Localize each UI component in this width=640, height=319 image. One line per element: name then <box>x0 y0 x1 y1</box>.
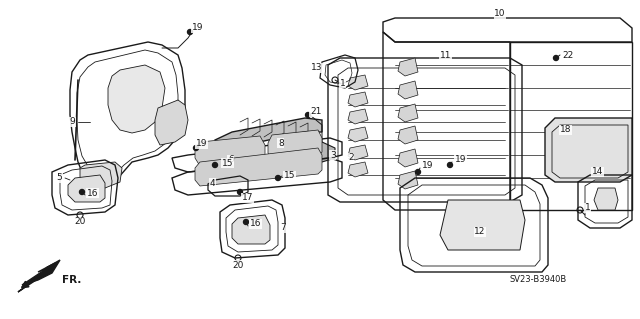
Polygon shape <box>300 142 335 162</box>
Text: 20: 20 <box>74 218 86 226</box>
Polygon shape <box>398 104 418 122</box>
Text: 15: 15 <box>284 172 296 181</box>
Text: SV23-B3940B: SV23-B3940B <box>509 276 566 285</box>
Text: 1: 1 <box>340 78 346 87</box>
Circle shape <box>305 113 310 117</box>
Circle shape <box>212 162 218 167</box>
Circle shape <box>188 29 193 34</box>
Text: 12: 12 <box>474 227 486 236</box>
Polygon shape <box>268 130 322 160</box>
Text: 19: 19 <box>196 139 207 149</box>
Polygon shape <box>398 58 418 76</box>
Polygon shape <box>348 109 368 124</box>
Polygon shape <box>215 118 322 148</box>
Circle shape <box>193 145 198 151</box>
Text: 6: 6 <box>228 155 234 165</box>
Polygon shape <box>348 92 368 107</box>
Text: 3: 3 <box>330 151 336 160</box>
Text: 8: 8 <box>278 138 284 147</box>
Circle shape <box>237 189 243 195</box>
Polygon shape <box>232 215 270 244</box>
Text: 22: 22 <box>562 50 573 60</box>
Polygon shape <box>594 188 618 210</box>
Text: 16: 16 <box>87 189 99 197</box>
Text: 15: 15 <box>222 159 234 167</box>
Text: 5: 5 <box>56 174 62 182</box>
Text: 19: 19 <box>192 24 204 33</box>
Polygon shape <box>440 200 525 250</box>
Text: 18: 18 <box>560 125 572 135</box>
Circle shape <box>243 219 248 225</box>
Polygon shape <box>545 118 632 182</box>
Text: 20: 20 <box>232 261 244 270</box>
Text: 13: 13 <box>310 63 322 72</box>
Polygon shape <box>108 65 165 133</box>
Polygon shape <box>80 162 122 188</box>
Circle shape <box>554 56 559 61</box>
Text: 17: 17 <box>242 194 253 203</box>
Text: 4: 4 <box>210 179 216 188</box>
Polygon shape <box>348 162 368 177</box>
Circle shape <box>415 169 420 174</box>
Text: 11: 11 <box>440 50 451 60</box>
Polygon shape <box>348 145 368 160</box>
Text: 1: 1 <box>585 204 591 212</box>
Polygon shape <box>18 263 55 292</box>
Circle shape <box>275 175 280 181</box>
Polygon shape <box>398 126 418 144</box>
Text: 14: 14 <box>592 167 604 176</box>
Text: 19: 19 <box>455 155 467 165</box>
Polygon shape <box>195 148 322 186</box>
Text: 21: 21 <box>310 108 321 116</box>
Text: 9: 9 <box>69 117 75 127</box>
Text: FR.: FR. <box>62 275 81 285</box>
Text: 19: 19 <box>422 160 433 169</box>
Polygon shape <box>398 81 418 99</box>
Polygon shape <box>398 171 418 189</box>
Polygon shape <box>195 136 265 166</box>
Polygon shape <box>398 149 418 167</box>
Text: 7: 7 <box>280 224 285 233</box>
Polygon shape <box>68 175 105 202</box>
Polygon shape <box>202 150 228 170</box>
Polygon shape <box>155 100 188 145</box>
Polygon shape <box>348 127 368 142</box>
Polygon shape <box>348 75 368 90</box>
Circle shape <box>79 189 84 195</box>
Circle shape <box>447 162 452 167</box>
Text: 10: 10 <box>494 10 506 19</box>
Text: 16: 16 <box>250 219 262 228</box>
Polygon shape <box>22 260 60 285</box>
Text: 2: 2 <box>348 153 354 162</box>
